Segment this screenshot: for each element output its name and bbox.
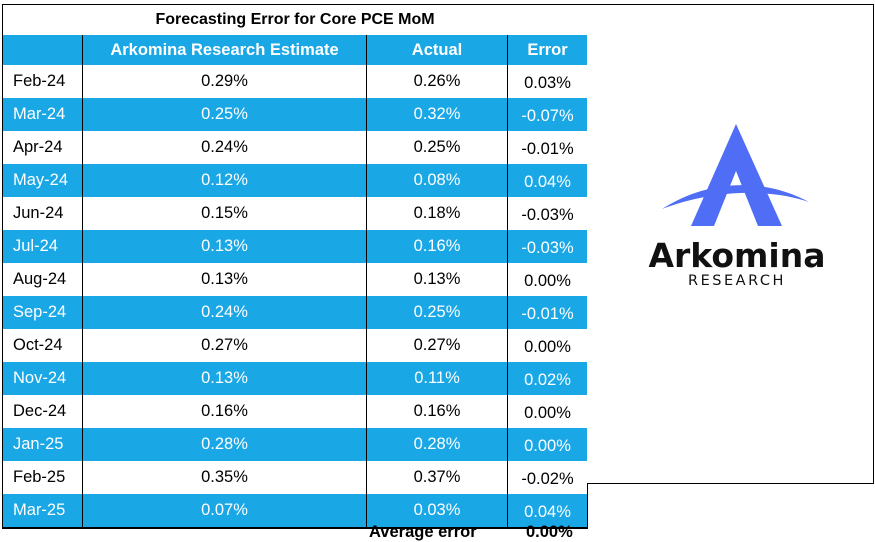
table-body: Feb-24 0.29% 0.26% 0.03% Mar-24 0.25% 0.32% -0.… [2,65,589,529]
estimate-cell: 0.07% [82,494,367,529]
table-row: Nov-24 0.13% 0.11% 0.02% [2,362,589,395]
table-row: Feb-24 0.29% 0.26% 0.03% [2,65,589,98]
month-cell: Jul-24 [2,230,83,263]
table-row: Apr-24 0.24% 0.25% -0.01% [2,131,589,164]
actual-cell: 0.32% [366,98,508,131]
error-cell: -0.01% [507,131,589,164]
estimate-cell: 0.29% [82,65,367,98]
error-cell: -0.07% [507,98,589,131]
header-actual: Actual [366,35,508,65]
error-cell: -0.03% [507,230,589,263]
table-row: Jan-25 0.28% 0.28% 0.00% [2,428,589,461]
logo-swoosh [662,185,809,209]
table-title: Forecasting Error for Core PCE MoM [1,4,589,35]
actual-cell: 0.11% [366,362,508,395]
actual-cell: 0.16% [366,395,508,428]
error-cell: 0.00% [507,395,589,428]
header-month [2,35,83,65]
month-cell: Apr-24 [2,131,83,164]
month-cell: Nov-24 [2,362,83,395]
month-cell: Feb-25 [2,461,83,494]
table-row: Oct-24 0.27% 0.27% 0.00% [2,329,589,362]
estimate-cell: 0.28% [82,428,367,461]
estimate-cell: 0.13% [82,263,367,296]
actual-cell: 0.16% [366,230,508,263]
month-cell: Aug-24 [2,263,83,296]
actual-cell: 0.18% [366,197,508,230]
error-cell: -0.02% [507,461,589,494]
error-cell: -0.01% [507,296,589,329]
average-error-summary: Average error 0.00% [0,520,875,542]
header-error: Error [507,35,589,65]
month-cell: Mar-24 [2,98,83,131]
actual-cell: 0.37% [366,461,508,494]
table-row: May-24 0.12% 0.08% 0.04% [2,164,589,197]
estimate-cell: 0.15% [82,197,367,230]
month-cell: Jan-25 [2,428,83,461]
month-cell: Sep-24 [2,296,83,329]
estimate-cell: 0.24% [82,131,367,164]
error-cell: 0.02% [507,362,589,395]
logo-name: Arkomina [648,236,825,275]
column-header-row: Arkomina Research Estimate Actual Error [2,35,589,65]
table-row: Aug-24 0.13% 0.13% 0.00% [2,263,589,296]
table-row: Jun-24 0.15% 0.18% -0.03% [2,197,589,230]
header-estimate: Arkomina Research Estimate [82,35,367,65]
month-cell: Mar-25 [2,494,83,529]
table-row: Sep-24 0.24% 0.25% -0.01% [2,296,589,329]
table-row: Dec-24 0.16% 0.16% 0.00% [2,395,589,428]
error-cell: 0.04% [507,494,589,529]
month-cell: Oct-24 [2,329,83,362]
table-row: Jul-24 0.13% 0.16% -0.03% [2,230,589,263]
estimate-cell: 0.13% [82,362,367,395]
month-cell: May-24 [2,164,83,197]
actual-cell: 0.13% [366,263,508,296]
actual-cell: 0.26% [366,65,508,98]
actual-cell: 0.25% [366,131,508,164]
logo-subtitle: RESEARCH [688,273,786,289]
logo-a-mark [691,124,782,226]
month-cell: Jun-24 [2,197,83,230]
estimate-cell: 0.12% [82,164,367,197]
error-cell: 0.00% [507,428,589,461]
month-cell: Dec-24 [2,395,83,428]
estimate-cell: 0.13% [82,230,367,263]
actual-cell: 0.25% [366,296,508,329]
actual-cell: 0.27% [366,329,508,362]
forecast-error-table: Forecasting Error for Core PCE MoM Arkom… [1,4,589,529]
error-cell: -0.03% [507,197,589,230]
error-cell: 0.00% [507,263,589,296]
actual-cell: 0.03% [366,494,508,529]
month-cell: Feb-24 [2,65,83,98]
table-row: Mar-25 0.07% 0.03% 0.04% [2,494,589,529]
error-cell: 0.00% [507,329,589,362]
logo-panel: Arkomina RESEARCH [587,4,874,484]
actual-cell: 0.08% [366,164,508,197]
estimate-cell: 0.16% [82,395,367,428]
estimate-cell: 0.25% [82,98,367,131]
estimate-cell: 0.24% [82,296,367,329]
error-cell: 0.04% [507,164,589,197]
forecast-table-container: Forecasting Error for Core PCE MoM Arkom… [1,4,589,529]
average-error-value: 0.00% [526,523,573,541]
arkomina-logo: Arkomina RESEARCH [648,124,826,289]
average-error-label: Average error [369,523,477,541]
error-cell: 0.03% [507,65,589,98]
estimate-cell: 0.27% [82,329,367,362]
table-row: Feb-25 0.35% 0.37% -0.02% [2,461,589,494]
estimate-cell: 0.35% [82,461,367,494]
actual-cell: 0.28% [366,428,508,461]
table-row: Mar-24 0.25% 0.32% -0.07% [2,98,589,131]
